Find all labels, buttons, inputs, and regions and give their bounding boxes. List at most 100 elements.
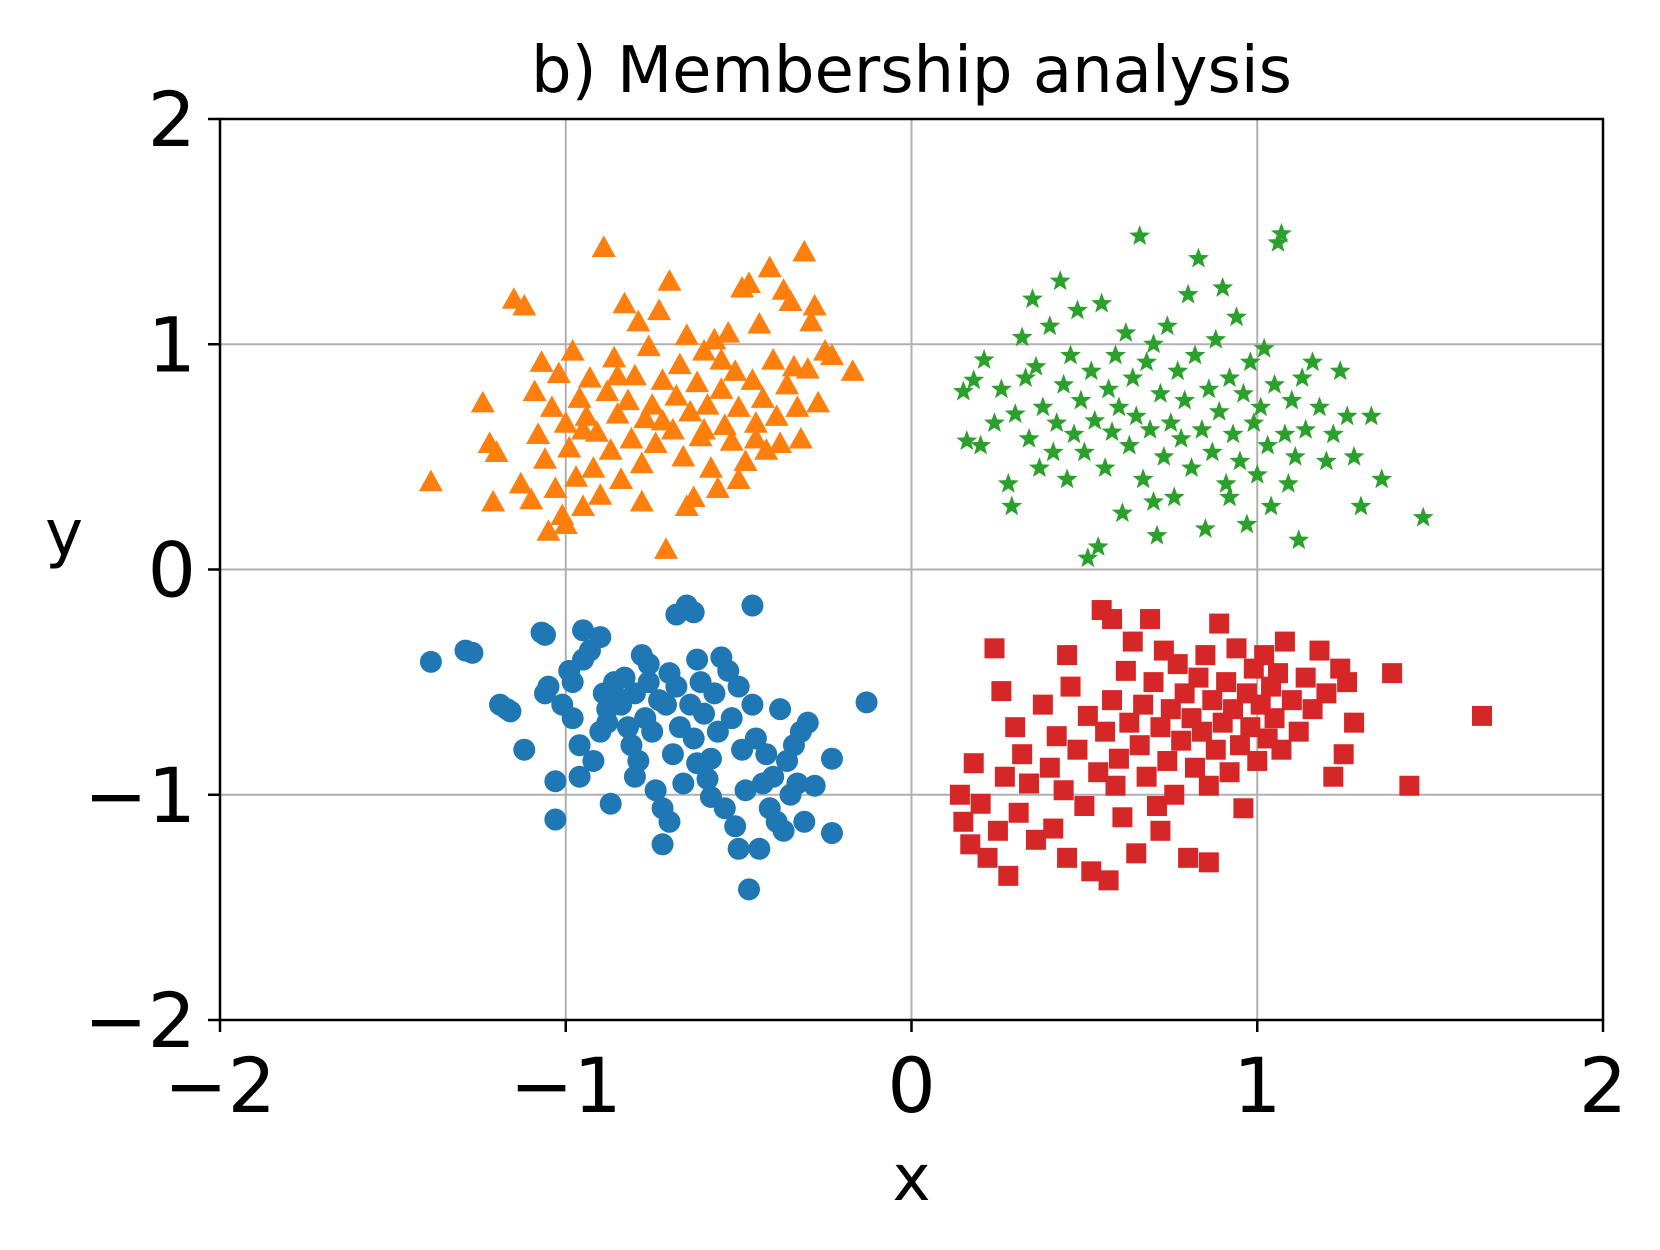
square-point [1043, 818, 1064, 839]
star-point [1288, 529, 1310, 550]
circle-point [655, 693, 678, 716]
triangle-point [768, 431, 793, 453]
circle-point [820, 747, 843, 770]
star-point [1412, 506, 1434, 527]
circle-point [755, 743, 778, 766]
star-point [1101, 421, 1123, 441]
star-point [1208, 400, 1230, 421]
star-point [1212, 276, 1234, 297]
circle-point [741, 594, 764, 617]
triangle-point [484, 440, 509, 462]
star-point [956, 430, 978, 451]
star-point [1243, 412, 1265, 432]
star-point [1146, 524, 1168, 545]
triangle-point [595, 379, 620, 402]
triangle-point [692, 339, 717, 361]
star-point [1084, 409, 1106, 430]
square-point [1133, 694, 1154, 715]
square-point [1025, 829, 1046, 850]
circle-point [623, 765, 646, 788]
circle-point [651, 833, 674, 856]
star-point [1360, 405, 1382, 426]
circle-point [734, 779, 757, 802]
square-point [1316, 683, 1337, 704]
triangle-point [605, 363, 630, 386]
star-point [1336, 405, 1358, 426]
square-point [1202, 690, 1223, 711]
circle-point [537, 675, 560, 698]
star-point [1015, 367, 1037, 387]
square-point [1146, 796, 1167, 817]
circle-point [786, 772, 809, 795]
square-point [1178, 847, 1199, 868]
circle-point [561, 671, 584, 694]
circle-point [682, 727, 705, 750]
star-point [1219, 367, 1241, 387]
triangle-point [719, 429, 744, 451]
triangle-point [736, 271, 761, 294]
triangle-point [536, 519, 561, 541]
triangle-point [543, 476, 568, 499]
y-tick-label: 1 [148, 300, 196, 389]
triangle-point [529, 350, 554, 372]
square-point [1267, 663, 1288, 684]
circle-point [582, 749, 605, 772]
square-point [1008, 802, 1029, 823]
square-point [949, 784, 970, 805]
circle-point [696, 767, 719, 790]
y-tick-label: 0 [148, 526, 196, 615]
triangle-point [643, 431, 668, 453]
triangle-point [577, 366, 602, 388]
star-point [1343, 445, 1365, 466]
triangle-point [512, 293, 537, 316]
circle-point [686, 648, 709, 671]
circle-point [772, 819, 795, 842]
triangle-point [615, 388, 640, 411]
circle-point [568, 734, 591, 757]
triangle-point [629, 489, 654, 512]
star-point [1371, 468, 1393, 489]
square-point [1216, 672, 1237, 693]
triangle-point [622, 363, 647, 386]
triangle-point [685, 370, 710, 393]
chart-title: b) Membership analysis [531, 34, 1292, 108]
square-point [977, 847, 998, 868]
triangle-point [598, 438, 623, 460]
square-point [1019, 773, 1040, 794]
square-point [1143, 672, 1164, 693]
x-tick-label: −1 [510, 1041, 622, 1130]
triangle-point [418, 469, 443, 492]
square-point [1195, 645, 1216, 666]
triangle-point [733, 449, 758, 471]
star-point [1177, 283, 1199, 304]
star-point [1188, 247, 1209, 268]
axis-ticks: −2 −1 0 1 2 −2 −1 0 1 2 [84, 75, 1627, 1130]
circle-point [534, 623, 557, 646]
star-point [1125, 405, 1147, 426]
circle-point [589, 626, 612, 649]
square-point [998, 865, 1019, 886]
square-point [1344, 712, 1365, 733]
triangle-point [692, 417, 717, 440]
triangle-point [674, 494, 699, 517]
triangle-point [519, 487, 544, 510]
triangle-point [553, 512, 578, 535]
circle-point [599, 792, 622, 815]
triangle-point [654, 537, 679, 559]
circle-point [572, 619, 595, 642]
triangle-point [678, 399, 703, 422]
star-point [1108, 396, 1130, 417]
circle-point [461, 641, 484, 664]
square-point [1115, 660, 1136, 681]
triangle-point [743, 411, 768, 433]
star-point [1149, 382, 1171, 403]
star-point [1215, 472, 1237, 493]
square-point [1088, 762, 1109, 783]
square-point [1233, 798, 1254, 819]
triangle-point [806, 390, 831, 413]
star-point [1198, 378, 1220, 399]
star-point [1039, 315, 1061, 336]
triangle-point [819, 343, 844, 366]
